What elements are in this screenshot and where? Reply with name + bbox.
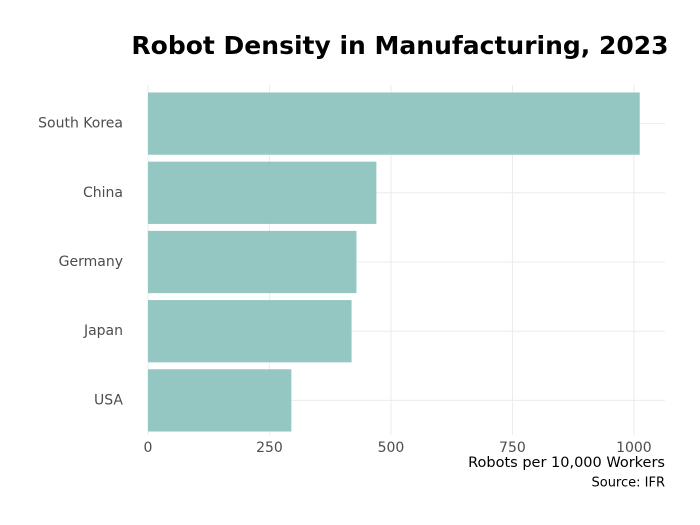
caption: Source: IFR bbox=[591, 476, 665, 491]
x-tick-label: 0 bbox=[144, 440, 153, 456]
x-axis-title: Robots per 10,000 Workers bbox=[468, 455, 665, 471]
y-tick-label: Germany bbox=[59, 254, 123, 270]
bar bbox=[148, 230, 357, 294]
y-tick-label: China bbox=[83, 185, 123, 201]
bar bbox=[148, 369, 292, 432]
y-tick-label: South Korea bbox=[38, 116, 123, 132]
x-tick-label: 1000 bbox=[616, 440, 652, 456]
y-tick-label: Japan bbox=[83, 323, 123, 339]
y-tick-label: USA bbox=[94, 392, 123, 408]
bar bbox=[148, 92, 640, 155]
x-tick-label: 750 bbox=[499, 440, 526, 456]
chart-title: Robot Density in Manufacturing, 2023 bbox=[131, 31, 668, 60]
bar bbox=[148, 300, 352, 363]
bar bbox=[148, 161, 377, 224]
x-tick-label: 500 bbox=[378, 440, 405, 456]
x-tick-label: 250 bbox=[256, 440, 283, 456]
